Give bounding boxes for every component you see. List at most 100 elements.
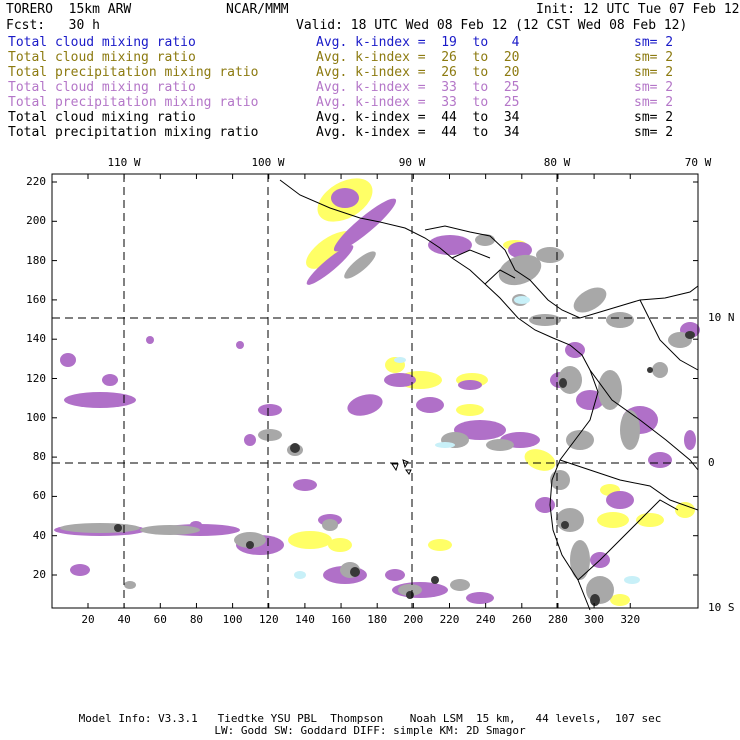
legend-row: Total precipitation mixing ratio Avg. k-i… bbox=[8, 125, 728, 140]
purple-cloud-area bbox=[347, 394, 383, 416]
legend-sm: sm= 2 bbox=[634, 35, 674, 50]
legend-row: Total precipitation mixing ratio Avg. k-i… bbox=[8, 95, 728, 110]
y-tick-label: 60 bbox=[32, 489, 46, 503]
yellow-cloud-area bbox=[675, 502, 695, 518]
legend-sm: sm= 2 bbox=[634, 65, 674, 80]
center-label: NCAR/MMM bbox=[226, 2, 289, 17]
gray-cloud-area bbox=[573, 287, 607, 313]
legend-label: Total cloud mixing ratio bbox=[8, 50, 196, 65]
x-tick-label: 260 bbox=[511, 613, 532, 626]
purple-cloud-area bbox=[258, 404, 282, 416]
x-tick-label: 40 bbox=[117, 613, 131, 626]
legend-kindex: Avg. k-index = 26 to 20 bbox=[316, 50, 520, 65]
purple-cloud-area bbox=[466, 592, 494, 604]
x-tick-label: 280 bbox=[548, 613, 568, 626]
model-info: Model Info: V3.3.1 Tiedtke YSU PBL Thomp… bbox=[78, 712, 662, 725]
legend-sm: sm= 2 bbox=[634, 80, 674, 95]
gray-cloud-area bbox=[498, 254, 542, 286]
legend-kindex: Avg. k-index = 44 to 34 bbox=[316, 110, 520, 125]
peru-border bbox=[559, 459, 699, 511]
gray-cloud-area bbox=[398, 584, 422, 596]
dark-cloud-area bbox=[406, 591, 414, 599]
longitude-label: 110 W bbox=[107, 156, 141, 169]
y-tick-label: 140 bbox=[26, 332, 46, 346]
latitude-label: 10 N bbox=[708, 311, 735, 324]
gray-cloud-area bbox=[566, 430, 594, 450]
purple-cloud-area bbox=[535, 497, 555, 513]
latitude-label: 10 S bbox=[708, 601, 735, 614]
purple-cloud-area bbox=[60, 353, 76, 367]
gray-cloud-area bbox=[606, 312, 634, 328]
gray-cloud-area bbox=[620, 410, 640, 450]
venezuela-border bbox=[639, 299, 699, 371]
gray-cloud-area bbox=[60, 523, 140, 533]
y-tick-label: 100 bbox=[26, 410, 46, 424]
gray-cloud-area bbox=[475, 234, 495, 246]
y-tick-label: 220 bbox=[26, 175, 46, 188]
gray-cloud-area bbox=[258, 429, 282, 441]
gray-cloud-area bbox=[140, 525, 200, 535]
purple-cloud-area bbox=[458, 380, 482, 390]
legend-label: Total precipitation mixing ratio bbox=[8, 125, 259, 140]
legend-kindex: Avg. k-index = 44 to 34 bbox=[316, 125, 520, 140]
gray-cloud-area bbox=[536, 247, 564, 263]
galapagos-islands bbox=[391, 459, 412, 475]
graticule bbox=[52, 174, 698, 608]
x-tick-label: 120 bbox=[258, 613, 279, 626]
legend-sm: sm= 2 bbox=[634, 110, 674, 125]
legend-sm: sm= 2 bbox=[634, 95, 674, 110]
dark-cloud-area bbox=[561, 521, 569, 529]
y-tick-label: 80 bbox=[32, 450, 46, 464]
longitude-label: 70 W bbox=[684, 156, 712, 169]
dark-cloud-area bbox=[290, 443, 300, 453]
x-tick-label: 60 bbox=[153, 613, 167, 626]
legend-kindex: Avg. k-index = 26 to 20 bbox=[316, 65, 520, 80]
andes-border-1 bbox=[589, 369, 699, 471]
cyan-cloud-area bbox=[624, 576, 640, 584]
x-tick-label: 20 bbox=[81, 613, 95, 626]
y-tick-label: 20 bbox=[32, 568, 46, 581]
purple-cloud-area bbox=[293, 479, 317, 491]
x-tick-label: 80 bbox=[189, 613, 204, 626]
longitude-label: 90 W bbox=[398, 156, 426, 169]
legend-kindex: Avg. k-index = 33 to 25 bbox=[316, 95, 520, 110]
purple-cloud-area bbox=[70, 564, 90, 576]
dark-cloud-area bbox=[246, 541, 254, 549]
legend-label: Total precipitation mixing ratio bbox=[8, 95, 259, 110]
purple-cloud-area bbox=[684, 430, 696, 450]
purple-cloud-area bbox=[565, 342, 585, 358]
gray-cloud-area bbox=[529, 314, 561, 326]
purple-cloud-area bbox=[428, 235, 472, 255]
model-title: TORERO 15km ARW bbox=[6, 2, 132, 17]
coastlines bbox=[279, 179, 699, 611]
x-tick-label: 100 bbox=[222, 613, 243, 626]
gray-cloud-area bbox=[570, 540, 590, 580]
gray-cloud-area bbox=[234, 532, 266, 548]
purple-cloud-area bbox=[306, 245, 354, 285]
forecast-field bbox=[54, 178, 700, 606]
init-time: Init: 12 UTC Tue 07 Feb 12 bbox=[536, 2, 740, 17]
yellow-cloud-area bbox=[456, 404, 484, 416]
x-tick-label: 320 bbox=[620, 613, 641, 626]
bolivia-border bbox=[577, 499, 679, 581]
cyan-cloud-area bbox=[294, 571, 306, 579]
x-tick-label: 240 bbox=[475, 613, 496, 626]
physics-info: LW: Godd SW: Goddard DIFF: simple KM: 2D… bbox=[214, 724, 526, 737]
y-tick-label: 200 bbox=[26, 214, 46, 228]
yellow-cloud-area bbox=[597, 512, 629, 528]
gray-cloud-area bbox=[652, 362, 668, 378]
legend-label: Total cloud mixing ratio bbox=[8, 110, 196, 125]
dark-cloud-area bbox=[559, 378, 567, 388]
latitude-label: 0 bbox=[708, 456, 715, 469]
purple-cloud-area bbox=[146, 336, 154, 344]
purple-cloud-area bbox=[333, 198, 397, 252]
gray-cloud-area bbox=[598, 370, 622, 410]
yellow-cloud-area bbox=[524, 449, 556, 471]
legend-kindex: Avg. k-index = 19 to 4 bbox=[316, 35, 520, 50]
x-tick-label: 180 bbox=[367, 613, 388, 626]
gray-cloud-area bbox=[550, 470, 570, 490]
dark-cloud-area bbox=[647, 367, 653, 373]
legend-kindex: Avg. k-index = 33 to 25 bbox=[316, 80, 520, 95]
purple-cloud-area bbox=[64, 392, 136, 408]
